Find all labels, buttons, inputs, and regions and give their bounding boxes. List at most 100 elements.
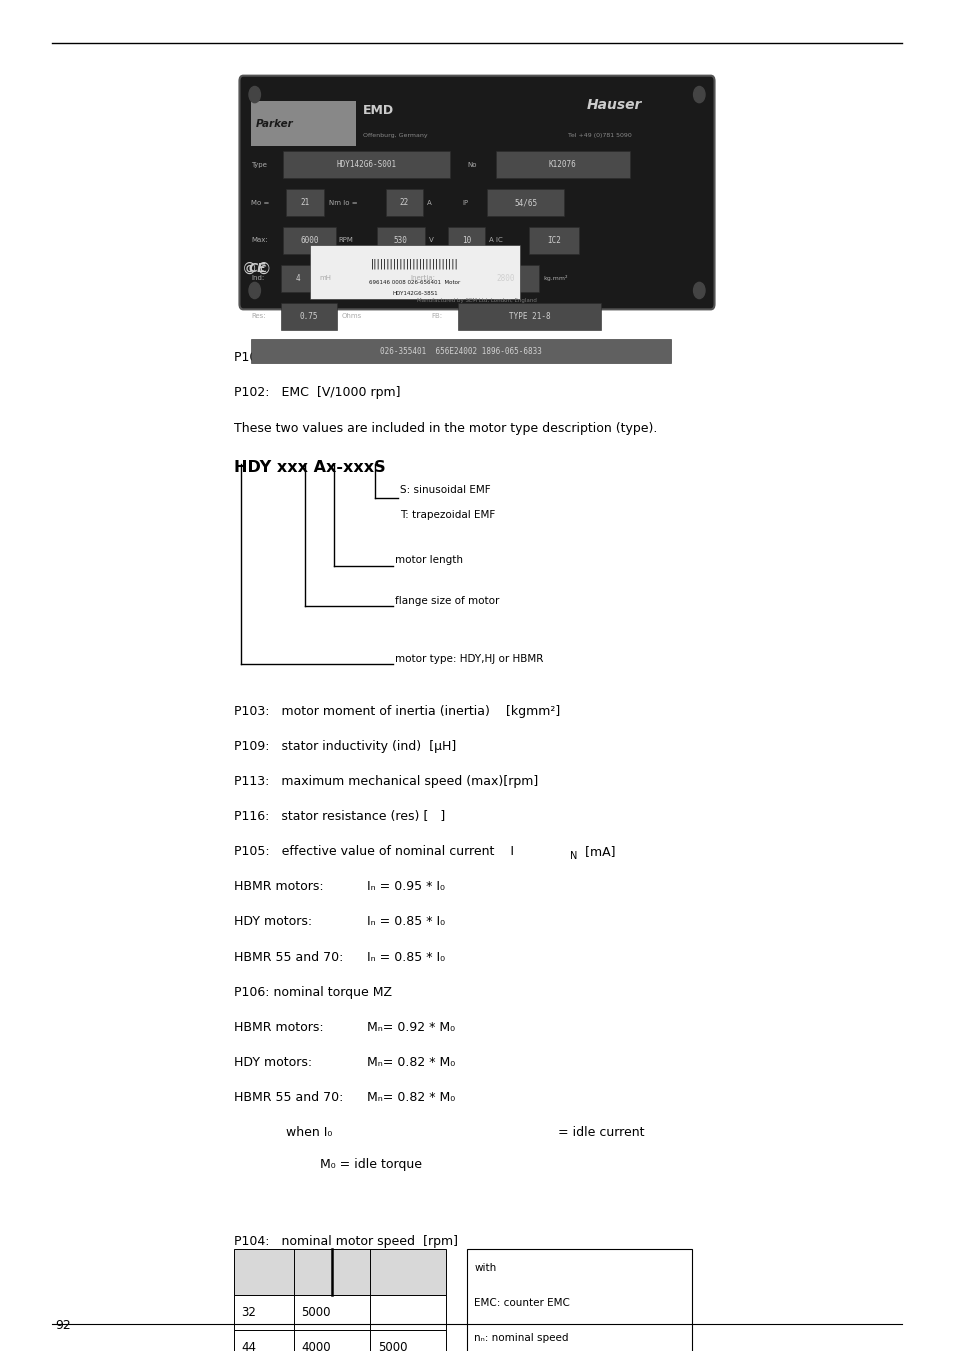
Text: A IC: A IC bbox=[489, 238, 502, 243]
Bar bbox=[472, 265, 538, 292]
Bar bbox=[487, 189, 563, 216]
Text: IC2: IC2 bbox=[547, 236, 560, 245]
Text: Iₙ = 0.85 * I₀: Iₙ = 0.85 * I₀ bbox=[367, 916, 445, 928]
Text: HBMR motors:: HBMR motors: bbox=[233, 881, 323, 893]
Text: flange size of motor: flange size of motor bbox=[395, 596, 498, 605]
Text: kg.mm²: kg.mm² bbox=[543, 276, 568, 281]
Text: K12076: K12076 bbox=[548, 161, 577, 169]
Text: motor type: HDY,HJ or HBMR: motor type: HDY,HJ or HBMR bbox=[395, 654, 543, 663]
Bar bbox=[457, 303, 600, 330]
Text: Hauser: Hauser bbox=[586, 99, 641, 112]
Bar bbox=[281, 303, 336, 330]
Text: 2800: 2800 bbox=[496, 274, 515, 282]
Text: HBMR 55 and 70:: HBMR 55 and 70: bbox=[233, 951, 343, 963]
FancyBboxPatch shape bbox=[239, 76, 714, 309]
Text: 6000: 6000 bbox=[300, 236, 318, 245]
Bar bbox=[386, 189, 422, 216]
Text: 5000: 5000 bbox=[301, 1306, 331, 1319]
Text: Type: Type bbox=[251, 162, 267, 168]
Text: when I₀: when I₀ bbox=[286, 1127, 332, 1139]
Text: No: No bbox=[467, 162, 476, 168]
Text: CE: CE bbox=[249, 262, 266, 276]
Text: RPM: RPM bbox=[338, 238, 354, 243]
Text: HDY xxx Ax-xxxS: HDY xxx Ax-xxxS bbox=[233, 461, 385, 476]
Text: 54/65: 54/65 bbox=[514, 199, 537, 207]
Circle shape bbox=[249, 86, 260, 103]
Text: [mA]: [mA] bbox=[580, 846, 615, 858]
Text: motor length: motor length bbox=[395, 555, 462, 565]
Text: HBMR 55 and 70:: HBMR 55 and 70: bbox=[233, 1092, 343, 1104]
Text: P104:   nominal motor speed  [rpm]: P104: nominal motor speed [rpm] bbox=[233, 1235, 457, 1248]
Bar bbox=[283, 151, 450, 178]
Text: S: sinusoidal EMF: S: sinusoidal EMF bbox=[399, 485, 490, 496]
Text: Iₙ = 0.95 * I₀: Iₙ = 0.95 * I₀ bbox=[367, 881, 445, 893]
Text: 530: 530 bbox=[394, 236, 407, 245]
Text: Res:: Res: bbox=[251, 313, 265, 319]
Text: EMC: counter EMC: EMC: counter EMC bbox=[474, 1298, 569, 1308]
Bar bbox=[233, 1331, 446, 1351]
Bar bbox=[448, 227, 484, 254]
Text: Parker: Parker bbox=[255, 119, 294, 130]
Text: 21: 21 bbox=[300, 199, 310, 207]
Circle shape bbox=[693, 282, 704, 299]
Text: Max:: Max: bbox=[251, 238, 268, 243]
Text: Mₙ= 0.92 * M₀: Mₙ= 0.92 * M₀ bbox=[367, 1021, 455, 1034]
Text: Mo =: Mo = bbox=[251, 200, 269, 205]
Text: HDY142G6-38S1: HDY142G6-38S1 bbox=[392, 290, 437, 296]
Text: P106: nominal torque MZ: P106: nominal torque MZ bbox=[233, 986, 392, 998]
Text: HDY motors:: HDY motors: bbox=[233, 916, 312, 928]
Text: 10: 10 bbox=[461, 236, 471, 245]
Text: A: A bbox=[427, 200, 432, 205]
Bar bbox=[233, 1250, 446, 1296]
Text: 4000: 4000 bbox=[301, 1342, 331, 1351]
Text: Manufactured by SEM Ltd, London, England: Manufactured by SEM Ltd, London, England bbox=[416, 297, 537, 303]
Text: = idle current: = idle current bbox=[558, 1127, 644, 1139]
Bar bbox=[529, 227, 578, 254]
Text: Mₙ= 0.82 * M₀: Mₙ= 0.82 * M₀ bbox=[367, 1092, 455, 1104]
Text: P113:   maximum mechanical speed (max)[rpm]: P113: maximum mechanical speed (max)[rpm… bbox=[233, 775, 537, 788]
Text: nₙ: nominal speed: nₙ: nominal speed bbox=[474, 1333, 568, 1343]
Text: 696146 0008 026-656401  Motor: 696146 0008 026-656401 Motor bbox=[369, 280, 460, 285]
Text: Offenburg, Germany: Offenburg, Germany bbox=[362, 132, 427, 138]
Text: Mₙ= 0.82 * M₀: Mₙ= 0.82 * M₀ bbox=[367, 1056, 455, 1069]
Text: TYPE 21-8: TYPE 21-8 bbox=[508, 312, 550, 320]
Text: 0.75: 0.75 bbox=[299, 312, 318, 320]
Text: HDY142G6-S001: HDY142G6-S001 bbox=[336, 161, 396, 169]
Bar bbox=[496, 151, 629, 178]
Text: HBMR motors:: HBMR motors: bbox=[233, 1021, 323, 1034]
Bar bbox=[467, 1250, 691, 1351]
Text: 5000: 5000 bbox=[377, 1342, 407, 1351]
Text: with: with bbox=[474, 1263, 496, 1273]
Bar bbox=[281, 265, 314, 292]
Text: 22: 22 bbox=[399, 199, 409, 207]
Text: P101    number of motor terminals: P101 number of motor terminals bbox=[233, 351, 450, 365]
Text: P102:   EMC  [V/1000 rpm]: P102: EMC [V/1000 rpm] bbox=[233, 386, 400, 400]
Text: N: N bbox=[569, 851, 577, 861]
Circle shape bbox=[693, 86, 704, 103]
Bar bbox=[286, 189, 324, 216]
Text: EMD: EMD bbox=[362, 104, 394, 118]
Bar bbox=[251, 339, 670, 363]
Text: 32: 32 bbox=[241, 1306, 256, 1319]
Text: 4: 4 bbox=[295, 274, 300, 282]
Text: Ohms: Ohms bbox=[341, 313, 361, 319]
Text: 44: 44 bbox=[241, 1342, 256, 1351]
Bar bbox=[310, 245, 519, 299]
Text: These two values are included in the motor type description (type).: These two values are included in the mot… bbox=[233, 422, 657, 435]
Text: 026-355401  656E24002 1896-065-6833: 026-355401 656E24002 1896-065-6833 bbox=[379, 347, 541, 355]
Text: Iₙ = 0.85 * I₀: Iₙ = 0.85 * I₀ bbox=[367, 951, 445, 963]
Text: FB:: FB: bbox=[431, 313, 442, 319]
Bar bbox=[283, 227, 335, 254]
Text: Inertia:: Inertia: bbox=[410, 276, 435, 281]
Bar bbox=[376, 227, 424, 254]
Text: P105:   effective value of nominal current    I: P105: effective value of nominal current… bbox=[233, 846, 514, 858]
Bar bbox=[233, 1296, 446, 1331]
Text: ©©: ©© bbox=[242, 261, 273, 277]
Text: Ind:: Ind: bbox=[251, 276, 264, 281]
Circle shape bbox=[249, 282, 260, 299]
Text: Tel +49 (0)781 5090: Tel +49 (0)781 5090 bbox=[567, 132, 631, 138]
Text: P103:   motor moment of inertia (inertia)    [kgmm²]: P103: motor moment of inertia (inertia) … bbox=[233, 705, 559, 717]
Text: |||||||||||||||||||||||||||: ||||||||||||||||||||||||||| bbox=[371, 258, 458, 269]
Text: P109:   stator inductivity (ind)  [μH]: P109: stator inductivity (ind) [μH] bbox=[233, 740, 456, 753]
Text: V: V bbox=[429, 238, 434, 243]
